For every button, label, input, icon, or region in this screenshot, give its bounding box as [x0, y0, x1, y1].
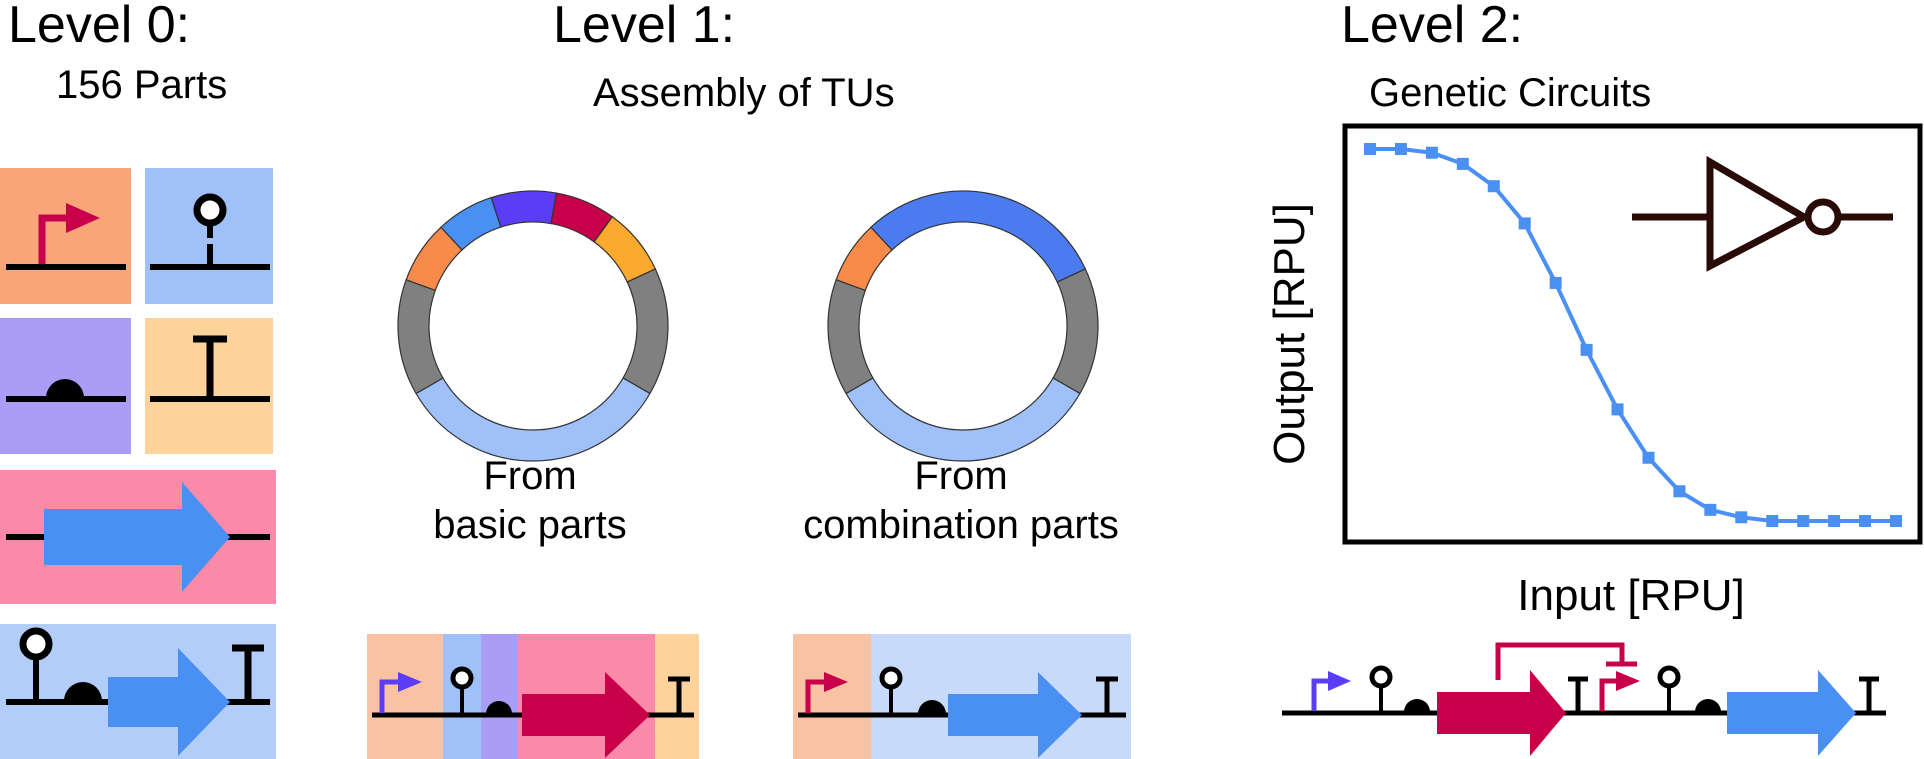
ring-basic-segments — [397, 190, 669, 462]
level1-subtitle: Assembly of TUs — [593, 71, 895, 115]
cds-icon — [44, 482, 230, 592]
data-point — [1580, 343, 1593, 356]
plot-frame — [1342, 123, 1923, 545]
ring-combination-segments — [827, 190, 1099, 462]
data-point — [1364, 143, 1376, 155]
rbs-icon — [64, 682, 102, 701]
tile-rbs — [0, 318, 131, 454]
ribozyme-icon — [450, 666, 474, 690]
ring-segment-lightblue — [845, 377, 1081, 462]
ring-segment-gray-right — [1052, 268, 1099, 395]
tile-ribozyme — [145, 168, 273, 304]
x-axis-label: Input [RPU] — [1517, 571, 1744, 620]
level2-title: Level 2: — [1341, 0, 1523, 54]
tile-combination — [0, 624, 276, 759]
repression-arc — [1495, 642, 1625, 680]
data-point — [1549, 276, 1562, 289]
level0-title: Level 0: — [8, 0, 190, 54]
cds-icon — [948, 672, 1082, 758]
ribozyme-icon — [19, 627, 53, 661]
tu-combination-parts — [793, 634, 1131, 759]
cds-icon — [522, 672, 650, 758]
ring-segment-gray-right — [622, 268, 669, 395]
rbs-icon — [918, 700, 946, 714]
ring-segment-gray-left — [397, 279, 444, 395]
promoter-icon — [1599, 678, 1618, 711]
tile-cds — [0, 470, 276, 604]
level1-title: Level 1: — [553, 0, 735, 54]
data-point — [1828, 515, 1841, 527]
rbs-icon — [1695, 699, 1721, 712]
data-point — [1704, 503, 1717, 516]
data-point — [1518, 217, 1531, 230]
rbs-icon — [1404, 699, 1430, 712]
ring-segment-purple — [490, 190, 558, 228]
tile-promoter — [0, 168, 131, 304]
ribozyme-icon — [193, 193, 227, 227]
ring-segment-blue — [870, 190, 1087, 283]
cds-icon — [108, 648, 230, 756]
data-point — [1890, 515, 1902, 527]
blue-cds-icon — [1727, 670, 1856, 756]
ribozyme-icon — [1369, 665, 1393, 689]
promoter-icon — [805, 679, 826, 713]
data-point — [1425, 146, 1438, 159]
tile-terminator — [145, 318, 273, 454]
transfer-curve — [1364, 143, 1902, 527]
data-point — [1735, 511, 1748, 524]
promoter-icon — [379, 679, 400, 713]
data-point — [1859, 515, 1872, 527]
red-cds-icon — [1437, 670, 1566, 756]
data-point — [1642, 451, 1655, 464]
ring-left-label-1: From — [483, 454, 576, 498]
data-point — [1456, 157, 1469, 170]
ribozyme-icon — [1657, 665, 1681, 689]
rbs-icon — [46, 379, 84, 398]
ring-segment-gray-left — [827, 279, 874, 395]
data-point — [1611, 403, 1624, 416]
data-point — [1797, 515, 1810, 527]
circuit-diagram — [1282, 642, 1886, 756]
promoter-icon — [1311, 678, 1330, 711]
ring-left-label-2: basic parts — [433, 503, 626, 547]
level0-subtitle: 156 Parts — [56, 63, 227, 107]
data-point — [1766, 515, 1779, 527]
ring-right-label-2: combination parts — [803, 503, 1119, 547]
data-point — [1673, 485, 1686, 498]
data-point — [1394, 143, 1407, 155]
ribozyme-icon — [879, 666, 903, 690]
rbs-icon — [486, 701, 512, 714]
level2-subtitle: Genetic Circuits — [1369, 71, 1651, 115]
promoter-icon — [38, 214, 70, 264]
not-gate-icon — [1632, 155, 1893, 272]
data-point — [1487, 180, 1500, 193]
ring-segment-lightblue — [415, 377, 651, 462]
tile-promoter-bg — [0, 168, 131, 304]
tu-basic-parts — [367, 634, 699, 759]
y-axis-label: Output [RPU] — [1265, 203, 1314, 465]
